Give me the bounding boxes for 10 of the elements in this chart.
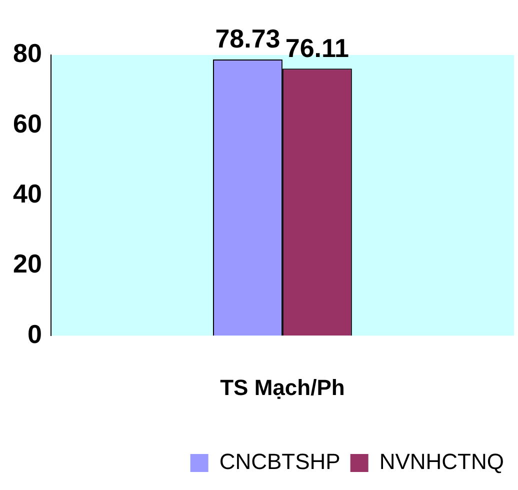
x-tick-label: TS Mạch/Ph	[220, 374, 345, 400]
y-tick-label: 0	[27, 318, 42, 349]
y-tick-label: 20	[13, 248, 42, 279]
legend-label: CNCBTSHP	[219, 449, 340, 474]
data-label: 78.73	[215, 24, 280, 54]
y-tick-label: 80	[13, 38, 42, 68]
legend-label: NVNHCTNQ	[379, 449, 504, 474]
data-label: 76.11	[285, 32, 350, 63]
y-tick-label: 40	[13, 178, 42, 208]
y-tick-label: 60	[13, 108, 42, 138]
